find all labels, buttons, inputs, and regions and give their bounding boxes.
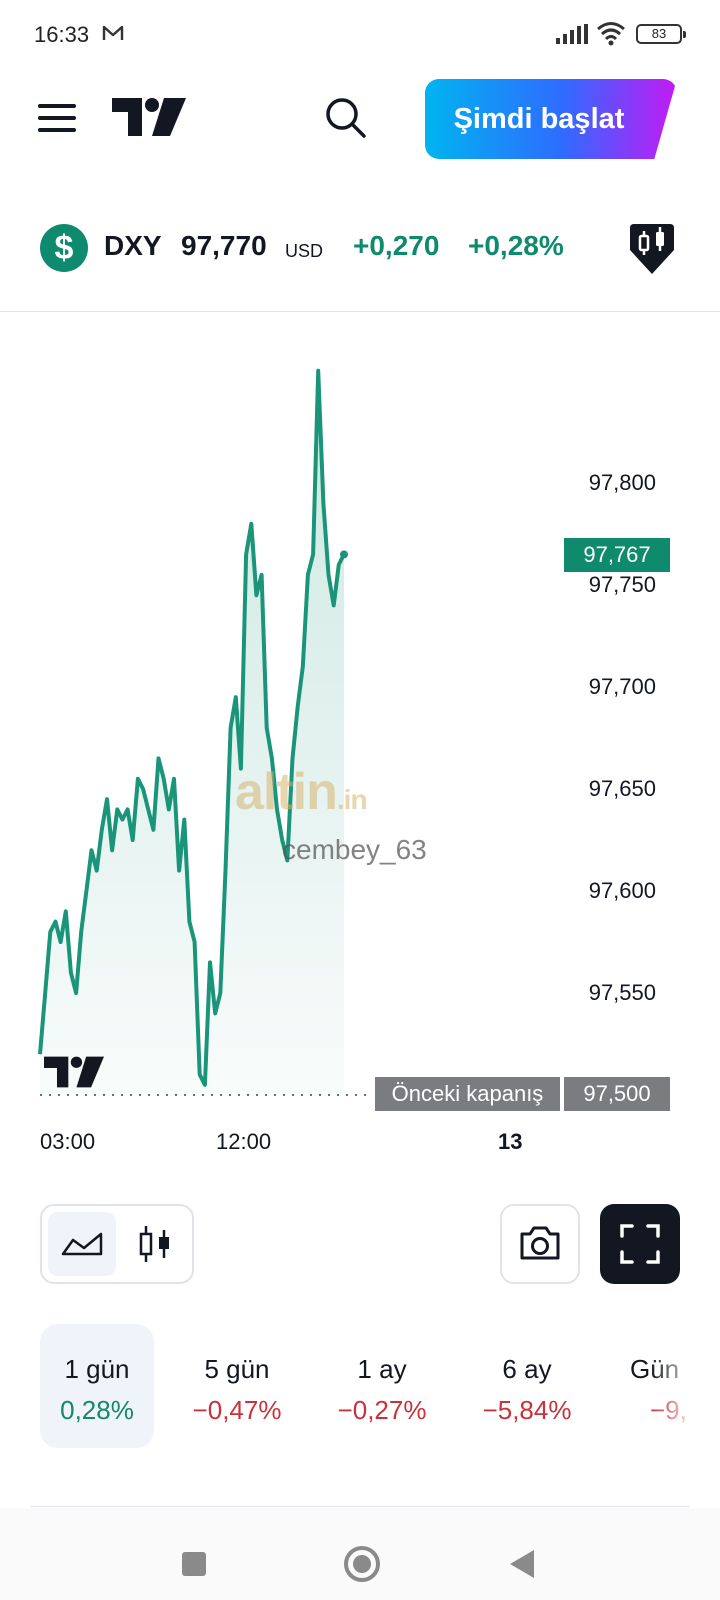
last-price: 97,770 <box>181 230 267 261</box>
watermark: altin.in <box>235 762 368 822</box>
period-change: −5,84% <box>482 1395 572 1425</box>
symbol-name[interactable]: DXY <box>104 230 162 261</box>
previous-close-value: 97,500 <box>564 1077 670 1111</box>
series-area <box>40 370 344 1095</box>
period-label: 1 ay <box>357 1354 407 1384</box>
y-axis-label: 97,800 <box>588 470 656 495</box>
watermark-user: cembey_63 <box>282 834 427 865</box>
system-nav-bar <box>0 1508 720 1600</box>
last-price-tag: 97,767 <box>564 538 670 572</box>
x-axis-label: 03:00 <box>40 1129 96 1154</box>
previous-close-label: Önceki kapanış <box>375 1077 560 1111</box>
x-axis-label: 13 <box>498 1129 523 1154</box>
candles-icon <box>139 1226 169 1262</box>
area-chart-icon <box>61 1232 103 1256</box>
period-tab-6m[interactable]: 6 ay −5,84% <box>470 1324 584 1448</box>
y-axis-label: 97,600 <box>588 878 656 903</box>
area-chart-button[interactable] <box>48 1212 116 1276</box>
menu-icon[interactable] <box>38 104 76 132</box>
status-time: 16:33 <box>34 22 90 47</box>
screenshot-button[interactable] <box>500 1204 580 1284</box>
period-change: −0,47% <box>192 1395 282 1425</box>
y-axis-label: 97,550 <box>588 980 656 1005</box>
period-label: 5 gün <box>204 1354 270 1384</box>
start-now-button[interactable]: Şimdi başlat <box>425 79 677 159</box>
search-icon[interactable] <box>324 96 368 140</box>
dollar-icon: $ <box>40 224 88 272</box>
price-chart[interactable]: altin.in cembey_63 97,800 97,750 97,700 … <box>0 312 720 1172</box>
wifi-icon <box>597 22 625 46</box>
tradingview-logo[interactable] <box>112 98 186 136</box>
fullscreen-button[interactable] <box>600 1204 680 1284</box>
signal-icon <box>556 24 588 44</box>
fullscreen-icon <box>620 1224 660 1264</box>
candles-badge-icon[interactable] <box>626 222 678 278</box>
x-axis-label: 12:00 <box>216 1129 272 1154</box>
period-change: −0,27% <box>337 1395 427 1425</box>
watermark-text: altin <box>235 763 338 821</box>
y-axis-label: 97,650 <box>588 776 656 801</box>
series-line <box>38 368 346 1087</box>
candles-chart-button[interactable] <box>126 1212 188 1276</box>
back-button[interactable] <box>510 1550 534 1578</box>
period-label: 1 gün <box>64 1354 130 1384</box>
chart-plot[interactable] <box>0 312 720 1172</box>
symbol-header: $ DXY 97,770 USD +0,270 +0,28% <box>0 210 720 290</box>
recent-apps-button[interactable] <box>182 1552 206 1576</box>
chart-type-toggle <box>40 1204 194 1284</box>
last-price-point <box>340 550 348 559</box>
period-tab-1d[interactable]: 1 gün 0,28% <box>40 1324 154 1448</box>
period-selector: 1 gün 0,28% 5 gün −0,47% 1 ay −0,27% 6 a… <box>0 1324 720 1448</box>
home-button[interactable] <box>344 1546 380 1582</box>
battery-icon: 83 <box>636 24 686 44</box>
period-tab-5d[interactable]: 5 gün −0,47% <box>180 1324 294 1448</box>
tradingview-chart-logo[interactable] <box>44 1056 104 1088</box>
currency-label: USD <box>285 241 324 261</box>
period-tab-1m[interactable]: 1 ay −0,27% <box>325 1324 439 1448</box>
status-bar: 16:33 83 <box>0 0 720 70</box>
camera-icon <box>520 1226 560 1260</box>
period-label: 6 ay <box>502 1354 552 1384</box>
divider <box>0 311 720 312</box>
period-change: 0,28% <box>60 1395 134 1425</box>
scroll-fade <box>650 1324 720 1448</box>
y-axis-label: 97,750 <box>588 572 656 597</box>
divider <box>30 1506 690 1507</box>
price-change-percent: +0,28% <box>468 230 564 261</box>
watermark-suffix: .in <box>336 784 368 815</box>
mail-icon <box>102 25 124 40</box>
y-axis-label: 97,700 <box>588 674 656 699</box>
price-change-absolute: +0,270 <box>353 230 440 261</box>
